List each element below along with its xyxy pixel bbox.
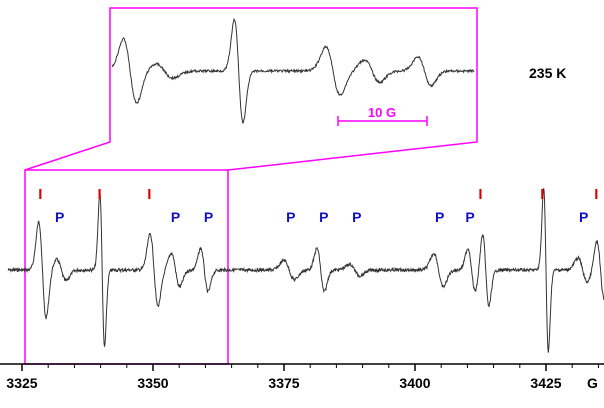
p-label: P bbox=[352, 209, 361, 225]
inset-frame bbox=[24, 7, 478, 171]
i-marker: I bbox=[594, 186, 598, 203]
p-label: P bbox=[286, 209, 295, 225]
x-tick-label: 3325 bbox=[6, 375, 37, 391]
zoom-region-frame bbox=[24, 169, 229, 365]
x-tick-label: 3350 bbox=[137, 375, 168, 391]
scale-bar: 10 G bbox=[337, 105, 428, 126]
i-marker: I bbox=[540, 186, 544, 203]
p-label: P bbox=[319, 209, 328, 225]
x-tick-label: 3400 bbox=[399, 375, 430, 391]
p-label: P bbox=[435, 209, 444, 225]
i-marker: I bbox=[478, 186, 482, 203]
x-tick-label: 3375 bbox=[268, 375, 299, 391]
i-marker: I bbox=[38, 186, 42, 203]
main-spectrum-trace bbox=[7, 188, 604, 353]
i-marker: I bbox=[97, 186, 101, 203]
scale-bar-label: 10 G bbox=[368, 105, 396, 120]
p-label: P bbox=[465, 209, 474, 225]
x-axis-tick-labels: 3325 3350 3375 3400 3425 bbox=[6, 375, 561, 391]
p-label: P bbox=[204, 209, 213, 225]
x-tick-label: 3425 bbox=[530, 375, 561, 391]
p-label: P bbox=[55, 209, 64, 225]
inset-spectrum-trace bbox=[111, 17, 475, 125]
p-label: P bbox=[171, 209, 180, 225]
i-marker: I bbox=[147, 186, 151, 203]
temperature-label: 235 K bbox=[529, 65, 566, 81]
x-axis-ticks bbox=[21, 364, 599, 371]
x-axis-unit-label: G bbox=[587, 375, 598, 391]
p-label: P bbox=[579, 209, 588, 225]
